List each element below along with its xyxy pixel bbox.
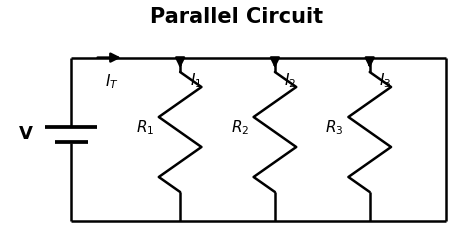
Text: $\mathit{I}_3$: $\mathit{I}_3$ — [379, 71, 392, 90]
Text: $\mathit{R}_1$: $\mathit{R}_1$ — [136, 118, 154, 137]
Text: Parallel Circuit: Parallel Circuit — [150, 7, 324, 27]
Text: $\mathit{I}_T$: $\mathit{I}_T$ — [105, 72, 118, 91]
Text: $\mathit{I}_2$: $\mathit{I}_2$ — [284, 71, 297, 90]
Text: $\mathit{I}_1$: $\mathit{I}_1$ — [190, 71, 202, 90]
Text: V: V — [19, 125, 33, 144]
Text: $\mathit{R}_3$: $\mathit{R}_3$ — [325, 118, 344, 137]
Text: $\mathit{R}_2$: $\mathit{R}_2$ — [230, 118, 249, 137]
